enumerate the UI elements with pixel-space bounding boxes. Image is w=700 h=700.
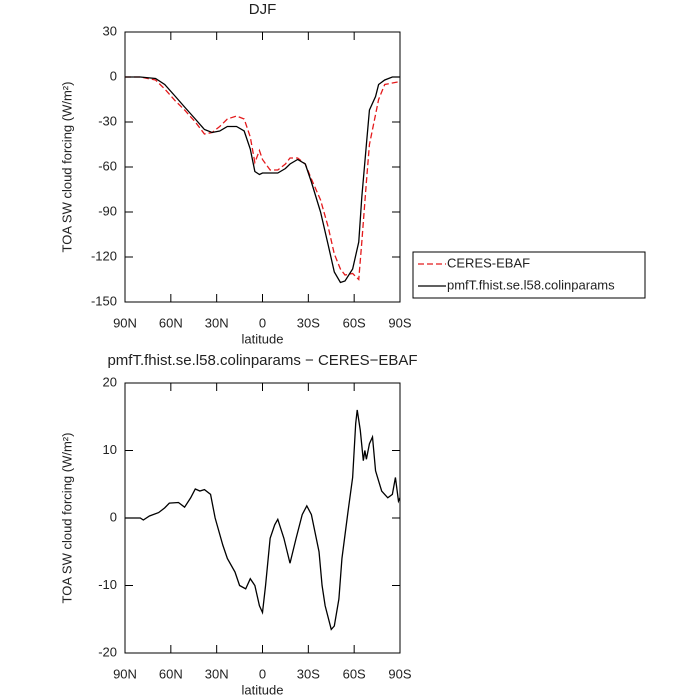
legend-label: pmfT.fhist.se.l58.colinparams bbox=[447, 277, 615, 292]
data-line bbox=[125, 76, 400, 284]
plot-frame bbox=[124, 31, 401, 303]
y-axis-label: TOA SW cloud forcing (W/m²) bbox=[59, 82, 74, 253]
x-axis-label: latitude bbox=[242, 331, 284, 346]
chart-title: DJF bbox=[249, 1, 277, 18]
x-tick-label: 30N bbox=[205, 666, 229, 681]
x-tick-label: 60S bbox=[343, 315, 366, 330]
x-tick-label: 30S bbox=[297, 666, 320, 681]
legend-box bbox=[412, 251, 646, 299]
y-tick-label: 0 bbox=[110, 68, 117, 83]
y-tick-label: 30 bbox=[103, 23, 117, 38]
x-tick-label: 90S bbox=[388, 666, 411, 681]
y-tick-label: 0 bbox=[110, 509, 117, 524]
y-tick-label: -120 bbox=[91, 248, 117, 263]
y-tick-label: -10 bbox=[98, 577, 117, 592]
y-tick-label: 20 bbox=[103, 374, 117, 389]
y-tick-label: -60 bbox=[98, 158, 117, 173]
legend-label: CERES-EBAF bbox=[447, 255, 530, 270]
data-line bbox=[125, 409, 401, 631]
x-tick-label: 0 bbox=[259, 315, 266, 330]
y-tick-label: 10 bbox=[103, 442, 117, 457]
y-tick-label: -90 bbox=[98, 203, 117, 218]
y-tick-label: -20 bbox=[98, 644, 117, 659]
x-tick-label: 30N bbox=[205, 315, 229, 330]
x-tick-label: 30S bbox=[297, 315, 320, 330]
x-tick-label: 0 bbox=[259, 666, 266, 681]
x-tick-label: 60S bbox=[343, 666, 366, 681]
y-tick-label: -150 bbox=[91, 293, 117, 308]
x-tick-label: 90N bbox=[113, 315, 137, 330]
x-axis-label: latitude bbox=[242, 682, 284, 697]
x-tick-label: 90S bbox=[388, 315, 411, 330]
y-axis-label: TOA SW cloud forcing (W/m²) bbox=[59, 433, 74, 604]
data-line bbox=[125, 76, 401, 281]
chart-title: pmfT.fhist.se.l58.colinparams − CERES−EB… bbox=[107, 352, 417, 369]
x-tick-label: 90N bbox=[113, 666, 137, 681]
x-tick-label: 60N bbox=[159, 666, 183, 681]
y-tick-label: -30 bbox=[98, 113, 117, 128]
x-tick-label: 60N bbox=[159, 315, 183, 330]
